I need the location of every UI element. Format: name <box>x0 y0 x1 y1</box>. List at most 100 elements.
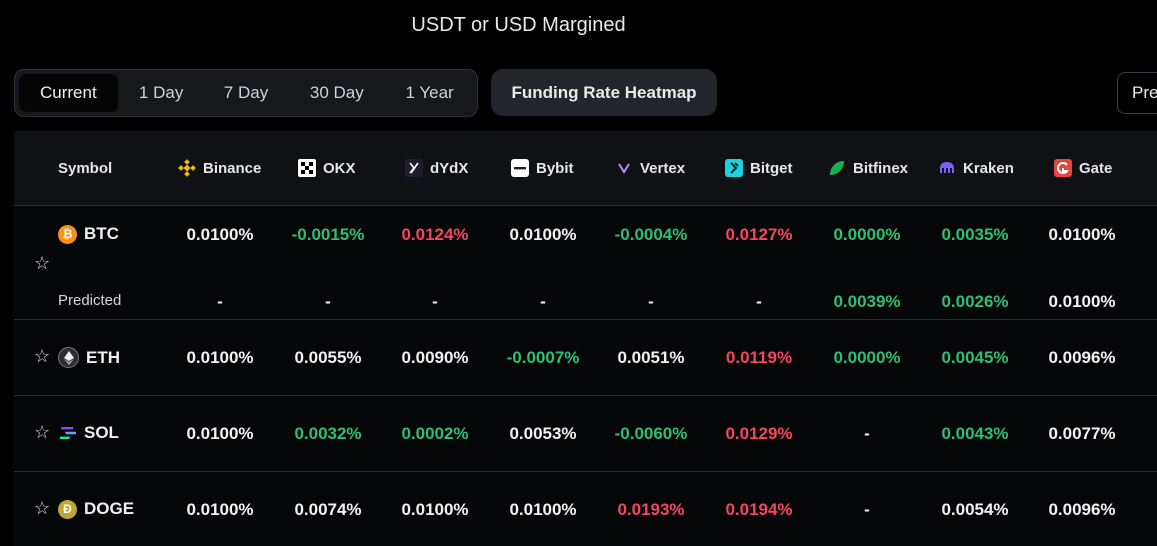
dydx-icon <box>405 159 423 177</box>
tab-30-day[interactable]: 30 Day <box>309 83 364 102</box>
column-header-bitget[interactable]: Bitget <box>725 131 793 205</box>
funding-rate-bybit: 0.0100% <box>509 225 577 244</box>
predicted-rate-kraken: 0.0026% <box>941 292 1009 311</box>
page-title: USDT or USD Margined <box>411 14 626 36</box>
doge-icon: Ð <box>58 499 77 519</box>
funding-rate-bitfinex: - <box>864 424 870 443</box>
symbol-doge[interactable]: Ð DOGE <box>58 499 134 519</box>
column-header-vertex[interactable]: Vertex <box>615 131 685 205</box>
column-header-bitfinex[interactable]: Bitfinex <box>828 131 908 205</box>
okx-icon <box>298 159 316 177</box>
funding-rate-binance: 0.0100% <box>186 348 254 367</box>
predicted-button[interactable]: Pre <box>1117 72 1157 114</box>
funding-rate-table: Symbol Binance OKX dYdX Bybit <box>14 131 1157 546</box>
funding-rate-kraken: 0.0043% <box>941 424 1009 443</box>
funding-rate-bitfinex: 0.0000% <box>833 225 901 244</box>
symbol-label: BTC <box>84 224 119 243</box>
exchange-label: Bitget <box>750 159 793 177</box>
column-header-binance[interactable]: Binance <box>178 131 261 205</box>
funding-rate-okx: 0.0032% <box>294 424 362 443</box>
funding-rate-bybit: 0.0053% <box>509 424 577 443</box>
exchange-label: dYdX <box>430 159 469 177</box>
funding-rate-bitget: 0.0119% <box>725 348 793 367</box>
tab-current[interactable]: Current <box>19 74 118 112</box>
predicted-rate-vertex: - <box>648 292 654 311</box>
bitget-icon <box>725 159 743 177</box>
funding-rate-bybit: 0.0100% <box>509 500 577 519</box>
column-header-gate[interactable]: Gate <box>1054 131 1112 205</box>
star-icon[interactable]: ☆ <box>34 346 51 366</box>
funding-rate-gate: 0.0077% <box>1048 424 1116 443</box>
funding-rate-gate: 0.0096% <box>1048 348 1116 367</box>
funding-rate-bitfinex: - <box>864 500 870 519</box>
tab-1-day[interactable]: 1 Day <box>138 83 184 102</box>
kraken-icon <box>938 159 956 177</box>
tab-1-year[interactable]: 1 Year <box>405 83 454 102</box>
funding-rate-okx: -0.0015% <box>291 225 365 244</box>
predicted-rate-bybit: - <box>540 292 546 311</box>
predicted-rate-dydx: - <box>432 292 438 311</box>
star-icon[interactable]: ☆ <box>34 253 51 273</box>
funding-rate-vertex: -0.0004% <box>614 225 688 244</box>
funding-rate-heatmap-button[interactable]: Funding Rate Heatmap <box>491 69 717 116</box>
predicted-rate-bitget: - <box>756 292 762 311</box>
star-icon[interactable]: ☆ <box>34 498 51 518</box>
funding-rate-vertex: 0.0193% <box>617 500 685 519</box>
eth-icon <box>58 347 79 368</box>
column-header-dydx[interactable]: dYdX <box>405 131 468 205</box>
vertex-icon <box>615 159 633 177</box>
funding-rate-binance: 0.0100% <box>186 225 254 244</box>
funding-rate-binance: 0.0100% <box>186 424 254 443</box>
symbol-label: ETH <box>86 347 120 367</box>
funding-rate-bybit: -0.0007% <box>506 348 580 367</box>
column-header-bybit[interactable]: Bybit <box>511 131 574 205</box>
predicted-rate-okx: - <box>325 292 331 311</box>
exchange-label: Kraken <box>963 159 1014 177</box>
sol-icon <box>58 424 77 443</box>
column-header-kraken[interactable]: Kraken <box>938 131 1014 205</box>
gate-icon <box>1054 159 1072 177</box>
table-header: Symbol Binance OKX dYdX Bybit <box>14 131 1157 206</box>
funding-rate-binance: 0.0100% <box>186 500 254 519</box>
binance-icon <box>178 159 196 177</box>
column-header-okx[interactable]: OKX <box>298 131 356 205</box>
funding-rate-gate: 0.0100% <box>1048 225 1116 244</box>
tab-7-day[interactable]: 7 Day <box>223 83 269 102</box>
funding-rate-kraken: 0.0054% <box>941 500 1009 519</box>
symbol-sol[interactable]: SOL <box>58 423 119 443</box>
funding-rate-vertex: 0.0051% <box>617 348 685 367</box>
funding-rate-vertex: -0.0060% <box>614 424 688 443</box>
symbol-eth[interactable]: ETH <box>58 347 120 368</box>
symbol-btc[interactable]: ₿ BTC <box>58 224 119 244</box>
funding-rate-okx: 0.0055% <box>294 348 362 367</box>
table-row-eth: ☆ ETH 0.0100% 0.0055% 0.0090% -0.0007% 0.005… <box>14 320 1157 396</box>
bitfinex-icon <box>828 159 846 177</box>
funding-rate-dydx: 0.0100% <box>401 500 469 519</box>
exchange-label: Vertex <box>640 159 686 177</box>
bybit-icon <box>511 159 529 177</box>
predicted-rate-gate: 0.0100% <box>1048 292 1116 311</box>
table-row-sol: ☆ SOL 0.0100% 0.0032% 0.0002% 0.0053% -0.006… <box>14 396 1157 472</box>
table-row-doge: ☆ Ð DOGE 0.0100% 0.0074% 0.0100% 0.0100% 0.0… <box>14 472 1157 546</box>
star-icon[interactable]: ☆ <box>34 422 51 442</box>
funding-rate-dydx: 0.0090% <box>401 348 469 367</box>
predicted-label: Predicted <box>58 292 122 309</box>
period-tabs: Current 1 Day 7 Day 30 Day 1 Year <box>14 69 478 117</box>
exchange-label: Bybit <box>536 159 574 177</box>
funding-rate-kraken: 0.0035% <box>941 225 1009 244</box>
exchange-label: Gate <box>1079 159 1113 177</box>
predicted-rate-binance: - <box>217 292 223 311</box>
exchange-label: Binance <box>203 159 262 177</box>
funding-rate-bitget: 0.0194% <box>725 500 793 519</box>
symbol-label: DOGE <box>84 499 135 518</box>
funding-rate-kraken: 0.0045% <box>941 348 1009 367</box>
predicted-rate-bitfinex: 0.0039% <box>833 292 901 311</box>
funding-rate-gate: 0.0096% <box>1048 500 1116 519</box>
funding-rate-dydx: 0.0002% <box>401 424 469 443</box>
funding-rate-okx: 0.0074% <box>294 500 362 519</box>
funding-rate-bitget: 0.0127% <box>725 225 793 244</box>
funding-rate-bitfinex: 0.0000% <box>833 348 901 367</box>
funding-rate-dydx: 0.0124% <box>401 225 469 244</box>
btc-icon: ₿ <box>58 224 77 244</box>
exchange-label: OKX <box>323 159 356 177</box>
